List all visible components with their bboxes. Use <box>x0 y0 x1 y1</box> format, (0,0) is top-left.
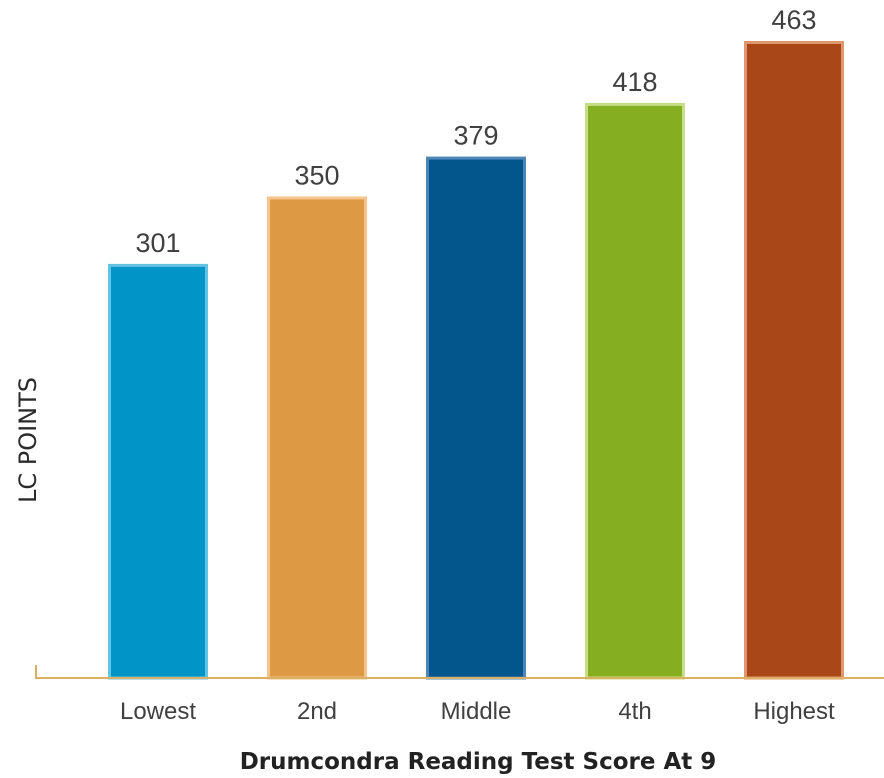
value-labels-group: 301 350 379 418 463 <box>135 5 816 258</box>
x-tick-2nd: 2nd <box>297 698 337 725</box>
value-label-lowest: 301 <box>135 228 180 258</box>
bar-lowest <box>108 263 208 680</box>
value-label-middle: 379 <box>453 121 498 151</box>
value-label-highest: 463 <box>771 5 816 35</box>
bars-group <box>108 41 844 680</box>
bar-middle <box>426 156 526 680</box>
bar-highest <box>744 41 844 680</box>
x-tick-highest: Highest <box>753 698 835 725</box>
value-label-4th: 418 <box>612 67 657 97</box>
bar-4th <box>585 102 685 680</box>
x-tick-labels-group: Lowest 2nd Middle 4th Highest <box>120 698 835 725</box>
bar-2nd <box>267 196 367 680</box>
x-tick-lowest: Lowest <box>120 698 196 725</box>
x-tick-4th: 4th <box>618 698 651 725</box>
x-axis-title: Drumcondra Reading Test Score At 9 <box>240 749 717 775</box>
value-label-2nd: 350 <box>294 160 339 190</box>
x-tick-middle: Middle <box>441 698 512 725</box>
y-axis-title: LC POINTS <box>14 377 42 503</box>
